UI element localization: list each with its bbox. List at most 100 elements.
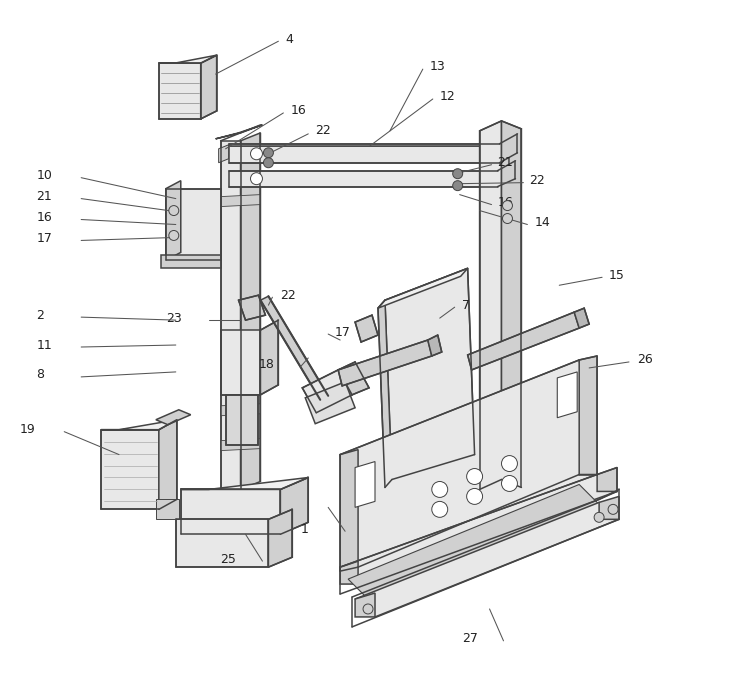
Circle shape [250,148,262,160]
Circle shape [363,604,373,614]
Polygon shape [229,146,499,162]
Text: 21: 21 [498,156,514,169]
Polygon shape [557,372,578,418]
Text: 17: 17 [335,326,351,339]
Text: 19: 19 [20,424,35,436]
Text: 14: 14 [535,216,550,229]
Text: 16: 16 [290,104,306,118]
Text: 21: 21 [36,190,52,203]
Text: 2: 2 [36,309,44,321]
Text: 1: 1 [300,523,308,536]
Polygon shape [340,449,358,571]
Polygon shape [156,410,191,425]
Text: 11: 11 [36,339,52,351]
Polygon shape [579,356,597,475]
Text: 25: 25 [220,553,236,566]
Text: 10: 10 [36,169,52,182]
Polygon shape [220,404,260,416]
Circle shape [453,169,462,178]
Text: 18: 18 [259,358,274,372]
Polygon shape [305,382,355,424]
Text: 22: 22 [280,288,296,302]
Circle shape [502,456,517,472]
Polygon shape [229,171,498,187]
Polygon shape [340,360,597,567]
Circle shape [502,214,512,223]
Polygon shape [348,484,599,599]
Text: 4: 4 [285,33,293,46]
Polygon shape [280,477,308,534]
Circle shape [608,505,618,514]
Polygon shape [201,55,217,119]
Circle shape [453,181,462,190]
Polygon shape [219,145,229,162]
Text: 16: 16 [36,211,52,224]
Text: 16: 16 [498,196,514,209]
Circle shape [250,173,262,185]
Polygon shape [161,256,220,268]
Text: 12: 12 [440,90,456,102]
Polygon shape [159,55,217,63]
Polygon shape [166,181,180,260]
Circle shape [502,201,512,211]
Polygon shape [599,496,619,519]
Polygon shape [502,121,521,487]
Text: 8: 8 [36,368,44,382]
Polygon shape [260,296,328,400]
Circle shape [169,230,179,240]
Circle shape [594,512,604,522]
Polygon shape [220,195,260,206]
Circle shape [432,482,447,498]
Polygon shape [216,125,262,139]
Polygon shape [176,519,268,567]
Circle shape [432,501,447,517]
Text: 23: 23 [166,312,181,325]
Polygon shape [180,489,280,534]
Polygon shape [498,161,515,187]
Polygon shape [338,362,369,395]
Polygon shape [480,121,502,489]
Polygon shape [220,330,260,395]
Polygon shape [101,420,177,430]
Text: 22: 22 [529,174,545,187]
Polygon shape [302,370,352,413]
Polygon shape [180,477,308,489]
Polygon shape [385,268,475,480]
Text: 27: 27 [462,632,478,645]
Polygon shape [238,295,265,320]
Text: 7: 7 [462,299,470,312]
Polygon shape [468,312,579,370]
Polygon shape [220,141,241,489]
Polygon shape [575,308,589,328]
Polygon shape [428,335,441,356]
Text: 26: 26 [637,354,653,367]
Polygon shape [340,561,358,584]
Polygon shape [101,430,159,510]
Circle shape [467,468,483,484]
Circle shape [467,489,483,505]
Text: 17: 17 [36,232,52,245]
Polygon shape [159,63,201,119]
Polygon shape [229,144,499,146]
Polygon shape [355,503,619,617]
Polygon shape [268,510,293,567]
Circle shape [502,475,517,491]
Polygon shape [355,461,375,508]
Text: 22: 22 [315,125,331,137]
Polygon shape [220,374,260,386]
Polygon shape [355,315,378,342]
Text: 15: 15 [609,269,625,282]
Text: 13: 13 [430,60,445,73]
Polygon shape [156,499,179,519]
Polygon shape [220,439,260,451]
Polygon shape [597,468,617,491]
Polygon shape [260,320,278,395]
Polygon shape [226,395,259,444]
Polygon shape [355,593,375,617]
Polygon shape [499,136,517,162]
Polygon shape [378,300,392,487]
Circle shape [169,206,179,216]
Polygon shape [378,268,468,308]
Polygon shape [166,188,220,260]
Circle shape [263,158,274,168]
